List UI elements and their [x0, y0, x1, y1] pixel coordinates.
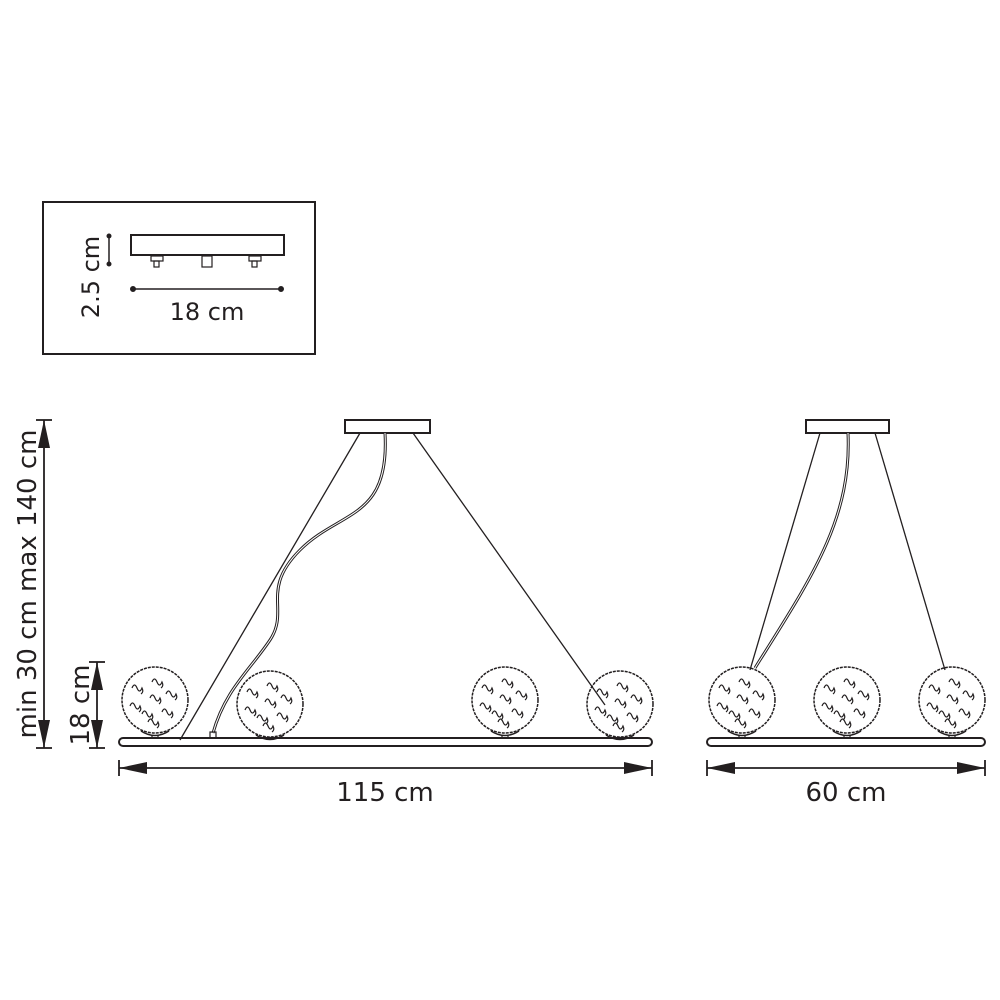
swirl-pattern: [149, 694, 162, 705]
swirl-pattern: [630, 694, 643, 705]
swirl-pattern: [165, 690, 178, 701]
front-wire-left: [179, 432, 361, 741]
front-bar: [118, 737, 653, 747]
side-view: [706, 419, 986, 747]
swirl-pattern: [276, 712, 289, 723]
swirl-pattern: [962, 690, 975, 701]
canopy-plate: [130, 234, 285, 256]
swirl-pattern: [843, 678, 856, 689]
side-wire-right: [874, 432, 946, 671]
swirl-pattern: [499, 694, 512, 705]
drop-label: min 30 cm max 140 cm: [13, 430, 43, 739]
glass-globe: [586, 670, 654, 741]
side-canopy: [805, 419, 890, 434]
swirl-pattern: [481, 684, 494, 695]
swirl-pattern: [511, 708, 524, 719]
glass-globe: [236, 670, 304, 741]
swirl-pattern: [823, 684, 836, 695]
globe-holder: [605, 734, 635, 741]
glass-globe: [708, 666, 776, 738]
side-wire-left: [749, 432, 821, 671]
globe-holder: [255, 734, 285, 741]
swirl-pattern: [515, 690, 528, 701]
front-wire-right: [412, 432, 606, 706]
swirl-pattern: [716, 702, 729, 713]
glass-globe: [918, 666, 986, 738]
swirl-pattern: [131, 684, 144, 695]
swirl-pattern: [734, 718, 747, 729]
swirl-pattern: [853, 708, 866, 719]
swirl-pattern: [938, 710, 951, 721]
width-label: 60 cm: [806, 778, 887, 808]
swirl-pattern: [151, 678, 164, 689]
glass-globe: [471, 666, 539, 738]
swirl-pattern: [264, 698, 277, 709]
swirl-pattern: [147, 718, 160, 729]
swirl-pattern: [246, 688, 259, 699]
globe-holder: [140, 730, 170, 737]
swirl-pattern: [141, 710, 154, 721]
glass-globe: [813, 666, 881, 738]
canopy-inset: [42, 201, 316, 355]
swirl-pattern: [946, 694, 959, 705]
swirl-pattern: [479, 702, 492, 713]
inset-height-label: 2.5 cm: [77, 236, 105, 318]
swirl-pattern: [944, 718, 957, 729]
swirl-pattern: [738, 678, 751, 689]
swirl-pattern: [841, 694, 854, 705]
swirl-pattern: [616, 682, 629, 693]
swirl-pattern: [491, 710, 504, 721]
globe-holder: [727, 730, 757, 737]
globe-holder: [490, 730, 520, 737]
glass-globe: [121, 666, 189, 738]
swirl-pattern: [266, 682, 279, 693]
swirl-pattern: [596, 688, 609, 699]
inset-width-label: 18 cm: [170, 298, 245, 326]
globe-height-label: 18 cm: [66, 665, 96, 746]
front-view: [118, 419, 654, 747]
swirl-pattern: [728, 710, 741, 721]
swirl-pattern: [948, 678, 961, 689]
swirl-pattern: [958, 708, 971, 719]
swirl-pattern: [748, 708, 761, 719]
swirl-pattern: [752, 690, 765, 701]
globe-holder: [832, 730, 862, 737]
swirl-pattern: [129, 702, 142, 713]
front-canopy: [344, 419, 431, 434]
swirl-pattern: [857, 690, 870, 701]
swirl-pattern: [594, 706, 607, 717]
swirl-pattern: [614, 698, 627, 709]
swirl-pattern: [839, 718, 852, 729]
inset-frame: [42, 201, 316, 355]
swirl-pattern: [497, 718, 510, 729]
swirl-pattern: [626, 712, 639, 723]
globe-holder: [937, 730, 967, 737]
swirl-pattern: [280, 694, 293, 705]
swirl-pattern: [612, 722, 625, 733]
swirl-pattern: [833, 710, 846, 721]
swirl-pattern: [262, 722, 275, 733]
swirl-pattern: [244, 706, 257, 717]
swirl-pattern: [256, 714, 269, 725]
swirl-pattern: [161, 708, 174, 719]
swirl-pattern: [606, 714, 619, 725]
side-bar: [706, 737, 986, 747]
swirl-pattern: [821, 702, 834, 713]
swirl-pattern: [718, 684, 731, 695]
swirl-pattern: [926, 702, 939, 713]
side-power-cable: [753, 432, 850, 669]
swirl-pattern: [736, 694, 749, 705]
length-label: 115 cm: [336, 778, 434, 808]
swirl-pattern: [501, 678, 514, 689]
swirl-pattern: [928, 684, 941, 695]
